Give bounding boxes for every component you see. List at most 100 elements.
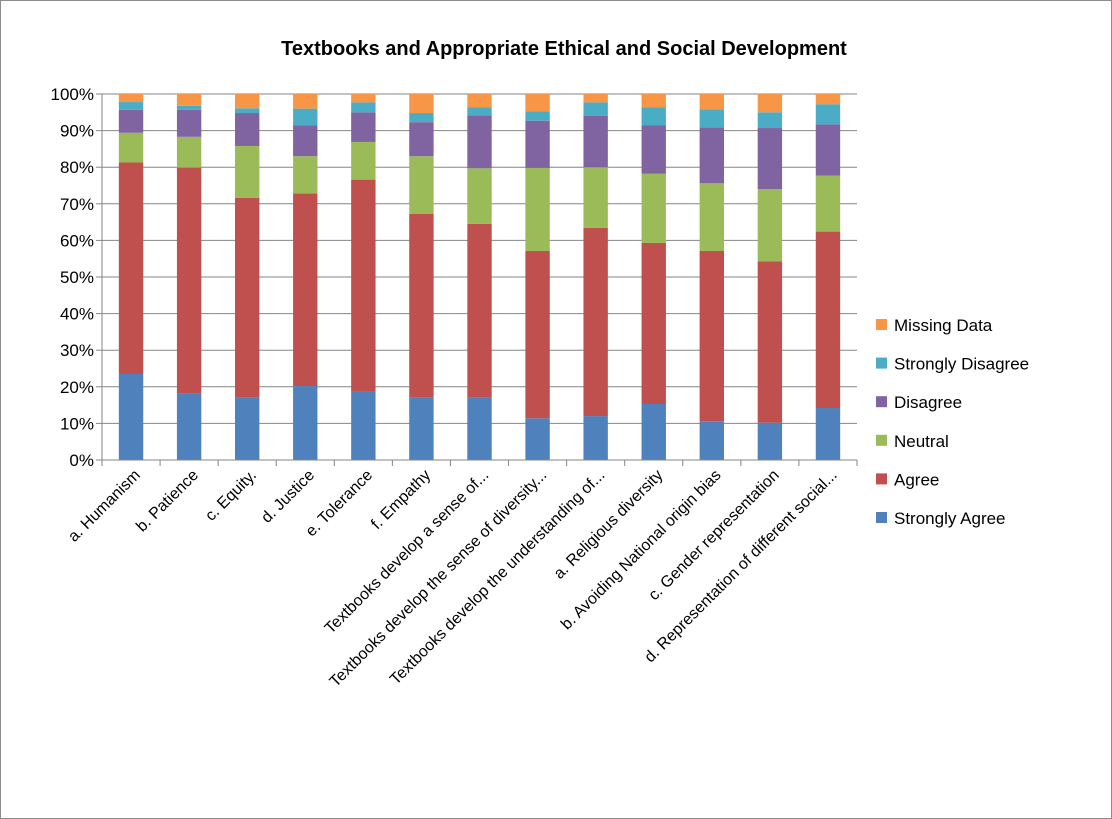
bar-segment — [409, 397, 434, 460]
legend-swatch — [876, 396, 887, 408]
y-tick-label: 40% — [60, 305, 94, 324]
bar-segment — [699, 127, 725, 184]
bar-segment — [757, 128, 783, 190]
bar-segment — [641, 125, 666, 174]
x-tick-label: b. Patience — [133, 467, 202, 536]
y-tick-label: 50% — [60, 268, 94, 287]
bar-segment — [234, 113, 260, 146]
bar-segment — [293, 386, 318, 460]
bar-segment — [234, 145, 260, 198]
y-tick-label: 0% — [69, 451, 94, 470]
bar-segment — [583, 416, 608, 460]
legend-label: Agree — [894, 470, 939, 489]
legend-swatch — [876, 473, 887, 485]
legend-label: Disagree — [894, 393, 962, 412]
bar-segment — [757, 261, 783, 423]
y-tick-label: 90% — [60, 122, 94, 141]
bar-segment — [409, 156, 434, 214]
bar-segment — [293, 108, 318, 126]
y-tick-label: 30% — [60, 341, 94, 360]
bar-segment — [176, 109, 202, 137]
bar-segment — [234, 197, 260, 398]
bar-segment — [699, 183, 725, 252]
bar-segment — [815, 231, 841, 409]
bar-segment — [118, 94, 144, 103]
bar-segment — [467, 107, 492, 116]
bar-segment — [641, 173, 666, 243]
bar-segment — [467, 397, 492, 460]
x-tick-label: a. Religious diversity — [551, 467, 667, 583]
bar-segment — [815, 408, 841, 460]
y-tick-label: 60% — [60, 231, 94, 250]
bar-segment — [699, 421, 725, 460]
bar-segment — [583, 167, 608, 228]
bar-segment — [409, 94, 434, 114]
bar-segment — [699, 109, 725, 128]
bar-segment — [351, 141, 376, 180]
bar-segment — [467, 94, 492, 108]
bar-segment — [641, 404, 666, 460]
bar-segment — [525, 120, 550, 168]
y-tick-label: 70% — [60, 195, 94, 214]
bar-segment — [641, 107, 666, 126]
x-tick-label: Textbooks develop the understanding of..… — [387, 467, 608, 688]
legend-swatch — [876, 319, 887, 330]
legend-swatch — [876, 512, 887, 523]
legend-label: Strongly Disagree — [894, 355, 1029, 374]
bar-segment — [234, 397, 260, 460]
bar-segment — [176, 393, 202, 460]
bar-segment — [118, 102, 144, 110]
bar-segment — [467, 223, 492, 398]
bar-segment — [757, 422, 783, 460]
bar-segment — [525, 167, 550, 252]
bar-segment — [815, 94, 841, 105]
bar-segment — [641, 242, 666, 405]
bar-segment — [409, 113, 434, 123]
bar-segment — [699, 251, 725, 422]
bar-segment — [234, 108, 260, 114]
bar-segment — [293, 125, 318, 157]
bar-segment — [293, 94, 318, 109]
bar-segment — [815, 124, 841, 176]
bar-segment — [699, 94, 725, 110]
bar-segment — [467, 168, 492, 224]
bar-segment — [234, 94, 260, 109]
y-tick-label: 80% — [60, 158, 94, 177]
legend-swatch — [876, 434, 887, 446]
bar-segment — [293, 156, 318, 194]
bar-segment — [176, 105, 202, 110]
chart-title: Textbooks and Appropriate Ethical and So… — [281, 38, 847, 60]
y-tick-label: 10% — [60, 414, 94, 433]
bar-segment — [815, 104, 841, 125]
bar-segment — [525, 94, 550, 112]
x-tick-label: c. Equity. — [202, 467, 260, 525]
bar-segment — [583, 102, 608, 116]
bar-segment — [815, 175, 841, 232]
bar-segment — [351, 94, 376, 103]
bar-segment — [409, 122, 434, 157]
bar-segment — [118, 162, 144, 374]
bar-segment — [525, 251, 550, 419]
bar-segment — [351, 102, 376, 113]
bar-segment — [293, 193, 318, 387]
bar-segment — [176, 94, 202, 106]
bar-segment — [176, 167, 202, 394]
bar-segment — [641, 94, 666, 108]
bar-segment — [118, 132, 144, 163]
bar-segment — [118, 373, 144, 460]
bar-segment — [583, 115, 608, 168]
y-tick-label: 100% — [51, 85, 94, 104]
bar-segment — [525, 418, 550, 460]
bar-segment — [176, 136, 202, 168]
bar-segment — [525, 111, 550, 121]
bar-segment — [583, 94, 608, 103]
x-tick-label: d. Justice — [258, 467, 318, 527]
bar-segment — [583, 227, 608, 417]
x-tick-label: Textbooks develop the sense of diversity… — [327, 467, 551, 691]
bar-segment — [757, 112, 783, 129]
x-tick-label: a. Humanism — [65, 467, 144, 546]
bar-segment — [757, 189, 783, 262]
bar-segment — [467, 115, 492, 169]
